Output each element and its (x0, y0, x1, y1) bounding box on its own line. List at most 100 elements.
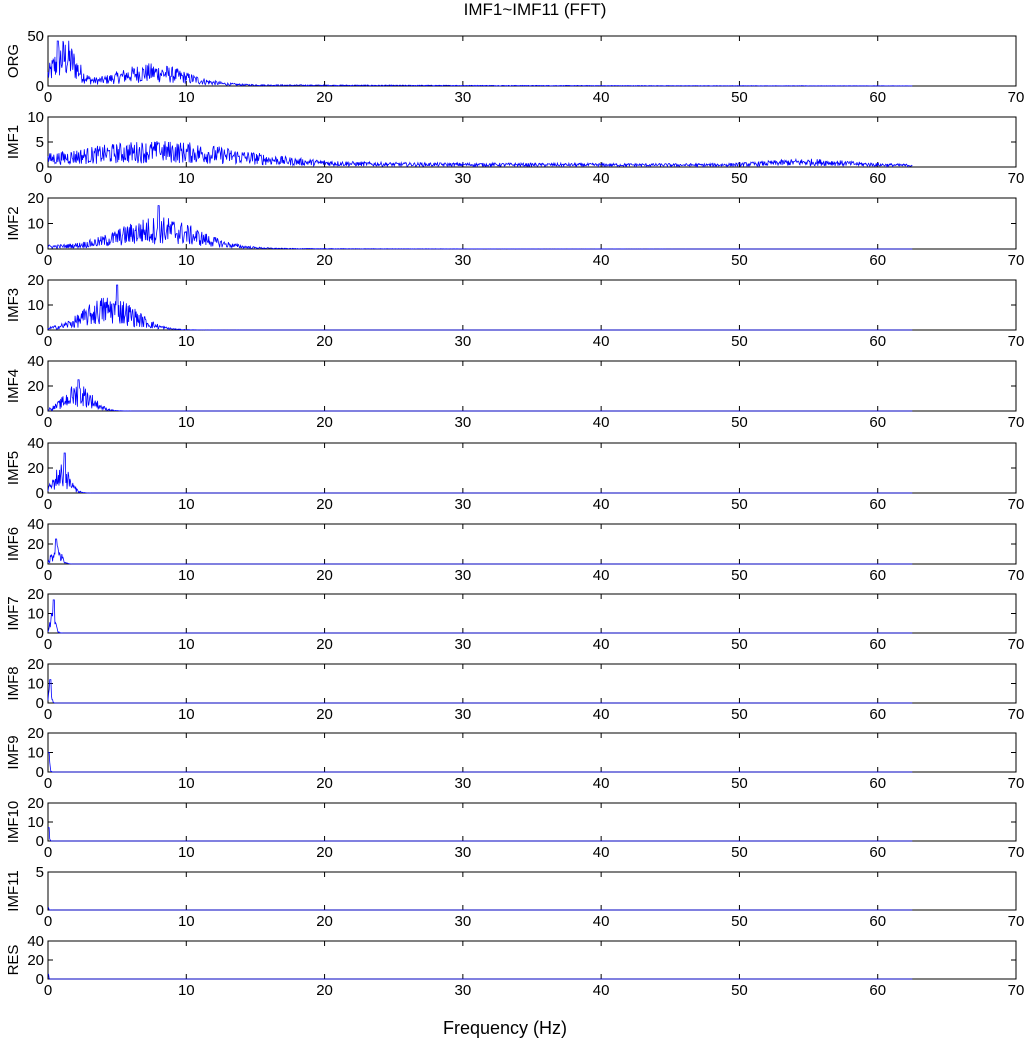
x-tick-label: 70 (1008, 252, 1024, 269)
y-axis-label: IMF2 (5, 206, 22, 240)
x-tick-label: 70 (1008, 414, 1024, 431)
x-tick-label: 50 (731, 913, 748, 930)
y-tick-label: 0 (36, 971, 44, 988)
x-tick-label: 60 (869, 252, 886, 269)
x-tick-label: 40 (593, 636, 610, 653)
x-tick-label: 20 (316, 567, 333, 584)
x-tick-label: 60 (869, 496, 886, 513)
x-tick-label: 60 (869, 982, 886, 999)
x-tick-label: 30 (455, 706, 472, 723)
x-tick-label: 30 (455, 414, 472, 431)
x-tick-label: 40 (593, 414, 610, 431)
panel-imf3: 0 10 20 30 40 50 60 70 0 10 20 IMF3 (5, 272, 1024, 350)
y-tick-label: 20 (27, 656, 44, 673)
y-axis-label: IMF8 (5, 666, 22, 700)
x-tick-label: 40 (593, 252, 610, 269)
x-tick-label: 10 (178, 89, 195, 106)
x-tick-label: 20 (316, 89, 333, 106)
x-tick-label: 30 (455, 775, 472, 792)
x-tick-label: 20 (316, 636, 333, 653)
x-tick-label: 30 (455, 982, 472, 999)
x-tick-label: 20 (316, 982, 333, 999)
x-tick-label: 20 (316, 170, 333, 187)
x-tick-label: 10 (178, 496, 195, 513)
y-tick-label: 20 (27, 952, 44, 969)
axes-box (47, 523, 1017, 565)
panel-imf2: 0 10 20 30 40 50 60 70 0 10 20 IMF2 (5, 190, 1024, 269)
x-tick-label: 50 (731, 982, 748, 999)
x-tick-label: 30 (455, 89, 472, 106)
x-tick-label: 20 (316, 844, 333, 861)
x-tick-label: 60 (869, 844, 886, 861)
x-tick-label: 40 (593, 706, 610, 723)
spectrum-line-imf10 (48, 827, 913, 842)
x-tick-label: 10 (178, 844, 195, 861)
x-tick-label: 70 (1008, 844, 1024, 861)
x-tick-label: 50 (731, 496, 748, 513)
x-tick-label: 20 (316, 252, 333, 269)
y-tick-label: 20 (27, 536, 44, 553)
x-tick-label: 70 (1008, 333, 1024, 350)
x-tick-label: 40 (593, 170, 610, 187)
chart-title: IMF1~IMF11 (FFT) (464, 0, 607, 19)
y-tick-label: 40 (27, 933, 44, 950)
y-tick-label: 20 (27, 795, 44, 812)
x-tick-label: 0 (44, 636, 52, 653)
y-tick-label: 10 (27, 814, 44, 831)
spectrum-line-imf6 (47, 538, 913, 565)
x-tick-label: 10 (178, 913, 195, 930)
x-tick-label: 0 (44, 414, 52, 431)
y-axis-label: IMF4 (5, 369, 22, 403)
x-tick-label: 50 (731, 252, 748, 269)
x-tick-label: 50 (731, 89, 748, 106)
x-tick-label: 50 (731, 170, 748, 187)
axes-box (47, 732, 1017, 773)
y-tick-label: 20 (27, 272, 44, 289)
y-axis-label: ORG (5, 44, 22, 78)
x-tick-label: 60 (869, 89, 886, 106)
x-tick-label: 50 (731, 567, 748, 584)
spectrum-line-org (47, 40, 913, 87)
x-tick-label: 50 (731, 706, 748, 723)
x-tick-label: 20 (316, 913, 333, 930)
x-axis-label: Frequency (Hz) (443, 1018, 567, 1038)
x-tick-label: 70 (1008, 567, 1024, 584)
axes-box (47, 197, 1017, 250)
axes-box (47, 360, 1017, 412)
x-tick-label: 60 (869, 414, 886, 431)
x-tick-label: 50 (731, 333, 748, 350)
y-tick-label: 20 (27, 586, 44, 603)
spectrum-line-imf3 (47, 284, 913, 331)
panel-imf1: 0 10 20 30 40 50 60 70 0 5 10 IMF1 (5, 109, 1024, 187)
axes-box (47, 442, 1017, 494)
x-tick-label: 60 (869, 913, 886, 930)
x-tick-label: 20 (316, 333, 333, 350)
y-tick-label: 0 (36, 485, 44, 502)
x-tick-label: 30 (455, 636, 472, 653)
x-tick-label: 30 (455, 844, 472, 861)
x-tick-label: 0 (44, 844, 52, 861)
x-tick-label: 70 (1008, 706, 1024, 723)
x-tick-label: 50 (731, 844, 748, 861)
spectrum-line-imf9 (48, 752, 913, 773)
y-tick-label: 40 (27, 516, 44, 533)
y-tick-label: 20 (27, 190, 44, 207)
x-tick-label: 70 (1008, 89, 1024, 106)
x-tick-label: 10 (178, 567, 195, 584)
x-tick-label: 0 (44, 913, 52, 930)
axes-box (47, 663, 1017, 704)
x-tick-label: 0 (44, 567, 52, 584)
x-tick-label: 10 (178, 982, 195, 999)
y-tick-label: 10 (27, 297, 44, 314)
x-tick-label: 40 (593, 844, 610, 861)
y-tick-label: 40 (27, 353, 44, 370)
y-tick-label: 0 (36, 403, 44, 420)
x-tick-label: 30 (455, 496, 472, 513)
spectrum-line-imf11 (48, 907, 913, 911)
x-tick-label: 40 (593, 982, 610, 999)
